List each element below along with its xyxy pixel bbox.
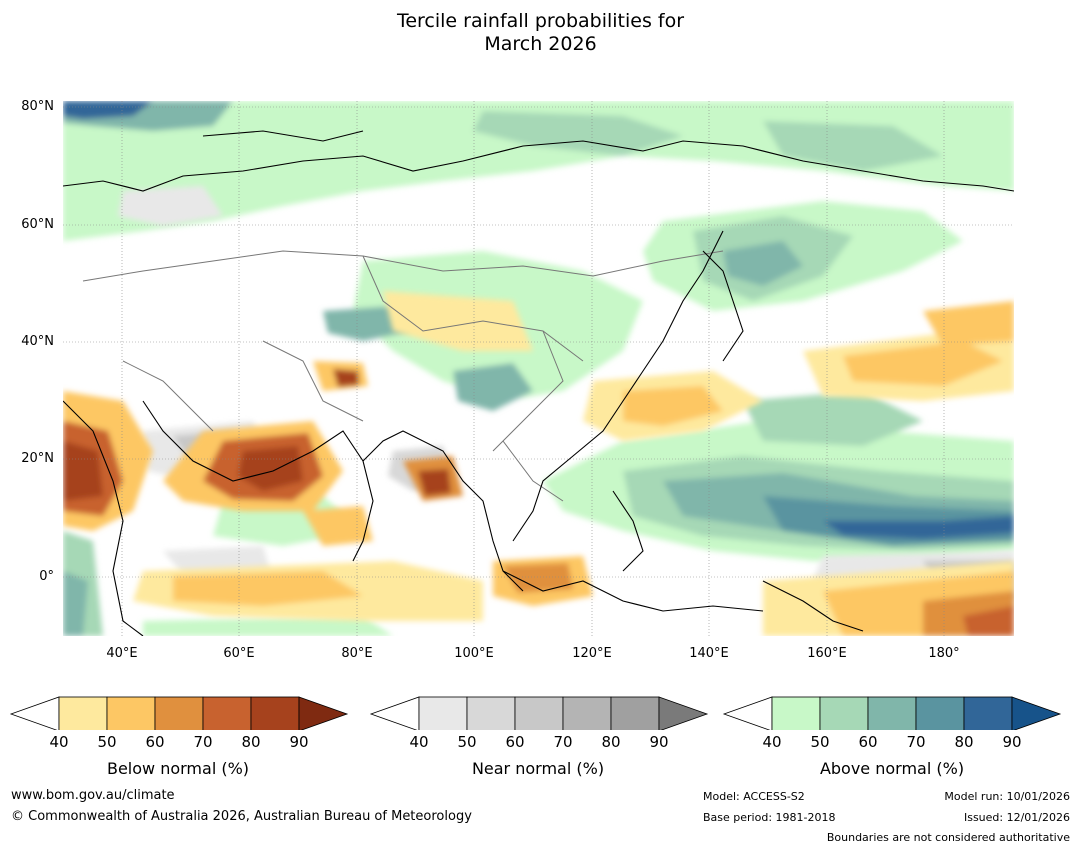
coastlines: [63, 130, 1014, 636]
colorbar-tick-label: 60: [145, 733, 165, 751]
map-svg: [63, 101, 1014, 636]
lon-label-80e: 80°E: [341, 646, 373, 661]
colorbar-segment: [610, 696, 660, 730]
colorbar-max-extension: [658, 696, 709, 730]
colorbar-tick-label: 90: [1002, 733, 1022, 751]
colorbar-segment: [819, 696, 869, 730]
colorbar-segment: [106, 696, 156, 730]
colorbar-tick-label: 40: [409, 733, 429, 751]
title-line-1: Tercile rainfall probabilities for: [396, 10, 685, 32]
colorbar-segment: [963, 696, 1013, 730]
colorbar-tick-label: 90: [289, 733, 309, 751]
colorbar-tick-label: 90: [649, 733, 669, 751]
rainfall-probability-map: [63, 101, 1014, 636]
lon-label-40e: 40°E: [106, 646, 138, 661]
lon-label-140e: 140°E: [689, 646, 729, 661]
colorbar-min-extension: [722, 696, 773, 730]
colorbar-above-normal: [722, 696, 1062, 730]
chart-title: Tercile rainfall probabilities for March…: [0, 10, 1081, 56]
colorbar-segment: [250, 696, 300, 730]
colorbar-segment: [771, 696, 821, 730]
below-normal-regions: [63, 291, 1014, 636]
colorbar-min-extension: [9, 696, 60, 730]
lon-label-100e: 100°E: [454, 646, 494, 661]
colorbar-near-title: Near normal (%): [471, 759, 605, 778]
colorbar-max-extension: [298, 696, 349, 730]
country-borders: [82, 250, 724, 502]
lon-label-160e: 160°E: [807, 646, 847, 661]
colorbar-tick-label: 40: [49, 733, 69, 751]
footer-website: www.bom.gov.au/climate: [11, 788, 175, 803]
colorbar-segment: [867, 696, 917, 730]
colorbar-tick-label: 70: [906, 733, 926, 751]
colorbar-tick-label: 40: [762, 733, 782, 751]
lat-label-80n: 80°N: [21, 99, 54, 114]
lat-label-20n: 20°N: [21, 451, 54, 466]
colorbar-near-normal: [369, 696, 709, 730]
colorbar-segment: [915, 696, 965, 730]
colorbar-tick-label: 60: [505, 733, 525, 751]
lat-label-60n: 60°N: [21, 217, 54, 232]
colorbar-segment: [58, 696, 108, 730]
lon-label-180: 180°: [928, 646, 960, 661]
colorbar-segment: [418, 696, 468, 730]
colorbar-above-title: Above normal (%): [819, 759, 965, 778]
colorbar-tick-label: 80: [601, 733, 621, 751]
colorbar-below-normal: [9, 696, 349, 730]
footer-copyright: © Commonwealth of Australia 2026, Austra…: [11, 809, 472, 824]
footer-base-period: Base period: 1981-2018: [703, 811, 836, 824]
colorbar-min-extension: [369, 696, 420, 730]
colorbar-segment: [562, 696, 612, 730]
lon-label-120e: 120°E: [572, 646, 612, 661]
colorbar-tick-label: 70: [193, 733, 213, 751]
colorbar-tick-label: 80: [241, 733, 261, 751]
colorbar-segment: [202, 696, 252, 730]
footer-issued: Issued: 12/01/2026: [963, 811, 1070, 824]
colorbar-max-extension: [1011, 696, 1062, 730]
title-line-2: March 2026: [484, 33, 597, 55]
lat-label-0: 0°: [39, 569, 54, 584]
map-gridlines: [63, 101, 1014, 636]
lon-label-60e: 60°E: [223, 646, 255, 661]
colorbar-tick-label: 50: [810, 733, 830, 751]
footer-model-run: Model run: 10/01/2026: [944, 790, 1070, 803]
colorbar-segment: [514, 696, 564, 730]
footer-disclaimer: Boundaries are not considered authoritat…: [826, 831, 1070, 844]
colorbar-tick-label: 50: [97, 733, 117, 751]
above-normal-regions: [63, 101, 1014, 636]
colorbar-tick-label: 70: [553, 733, 573, 751]
colorbar-below-title: Below normal (%): [106, 759, 250, 778]
colorbar-tick-label: 50: [457, 733, 477, 751]
colorbar-segment: [466, 696, 516, 730]
colorbar-tick-label: 60: [858, 733, 878, 751]
lat-label-40n: 40°N: [21, 334, 54, 349]
colorbar-segment: [154, 696, 204, 730]
colorbar-tick-label: 80: [954, 733, 974, 751]
footer-model: Model: ACCESS-S2: [703, 790, 805, 803]
colorbar-strip: [9, 696, 1062, 730]
